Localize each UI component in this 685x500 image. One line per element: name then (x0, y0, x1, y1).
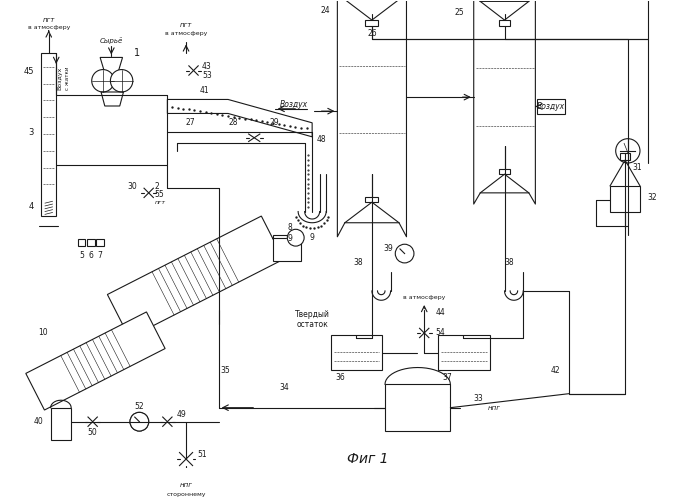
Text: Фиг 1: Фиг 1 (347, 452, 389, 466)
Bar (621, 152, 630, 160)
Bar (273, 235, 301, 261)
Text: остаток: остаток (296, 320, 328, 329)
Text: 4: 4 (29, 202, 34, 211)
Text: Твердый: Твердый (295, 310, 329, 319)
Text: 38: 38 (504, 258, 514, 268)
Text: 1: 1 (134, 48, 140, 58)
Text: пгт: пгт (154, 200, 165, 204)
Text: 44: 44 (436, 308, 445, 317)
Text: 6: 6 (88, 251, 93, 260)
Text: в атмосферу: в атмосферу (403, 295, 445, 300)
Bar (610, 186, 640, 212)
Text: 30: 30 (127, 182, 137, 191)
Circle shape (616, 138, 640, 163)
Text: 55: 55 (154, 190, 164, 199)
Text: 2: 2 (154, 182, 159, 191)
Text: нпг: нпг (179, 482, 192, 488)
Bar (438, 335, 490, 370)
Text: 8: 8 (288, 222, 292, 232)
Circle shape (395, 244, 414, 263)
Bar (365, 196, 378, 202)
Bar (365, 20, 378, 26)
Text: с жатки: с жатки (65, 66, 70, 90)
Bar (385, 384, 450, 431)
Circle shape (130, 412, 149, 431)
Text: 9: 9 (288, 234, 292, 242)
Text: 49: 49 (177, 410, 186, 418)
Text: 26: 26 (367, 28, 377, 38)
Text: 43: 43 (202, 62, 212, 72)
Circle shape (287, 230, 304, 246)
Text: 41: 41 (200, 86, 210, 94)
Text: 31: 31 (632, 163, 642, 172)
Text: 35: 35 (221, 366, 230, 375)
Text: 53: 53 (202, 70, 212, 80)
Bar (77, 238, 85, 246)
Text: 34: 34 (279, 382, 289, 392)
Text: 48: 48 (317, 135, 327, 144)
Bar (499, 20, 510, 26)
Text: пгт: пгт (42, 17, 55, 23)
Text: в атмосферу: в атмосферу (27, 25, 70, 30)
Text: 10: 10 (38, 328, 48, 338)
Text: 7: 7 (98, 251, 103, 260)
Text: 28: 28 (228, 118, 238, 128)
Text: стороннему: стороннему (166, 492, 205, 497)
Bar (97, 238, 104, 246)
Text: 33: 33 (474, 394, 484, 403)
Text: Воздух: Воздух (58, 66, 62, 90)
Text: 40: 40 (34, 417, 43, 426)
Text: 5: 5 (79, 251, 84, 260)
Text: Воздух: Воздух (537, 102, 565, 111)
Text: 54: 54 (436, 328, 445, 338)
Text: нпг: нпг (488, 404, 501, 410)
Text: 36: 36 (336, 374, 345, 382)
Text: 32: 32 (647, 193, 657, 202)
Text: пгт: пгт (180, 22, 192, 28)
Bar (537, 99, 565, 114)
Text: 9: 9 (310, 233, 314, 242)
Circle shape (92, 70, 114, 92)
Bar (499, 168, 510, 174)
Polygon shape (108, 216, 284, 338)
Text: 24: 24 (321, 6, 330, 15)
Text: 29: 29 (270, 118, 279, 128)
Text: Сырьё: Сырьё (100, 37, 123, 44)
Text: 38: 38 (353, 258, 363, 268)
Text: 51: 51 (197, 450, 207, 459)
Bar (41, 53, 56, 216)
Text: 45: 45 (23, 67, 34, 76)
Bar (331, 335, 382, 370)
Text: 25: 25 (455, 8, 464, 17)
Bar (87, 238, 95, 246)
Text: 37: 37 (443, 374, 453, 382)
Polygon shape (26, 312, 165, 410)
Bar (51, 408, 71, 440)
Text: 42: 42 (550, 366, 560, 375)
Text: 3: 3 (29, 128, 34, 136)
Text: 27: 27 (186, 118, 195, 128)
Text: Воздух: Воздух (279, 100, 308, 108)
Circle shape (110, 70, 133, 92)
Text: 39: 39 (383, 244, 393, 254)
Text: 52: 52 (134, 402, 144, 411)
Circle shape (130, 412, 149, 431)
Text: в атмосферу: в атмосферу (165, 30, 208, 36)
Text: 50: 50 (88, 428, 97, 438)
